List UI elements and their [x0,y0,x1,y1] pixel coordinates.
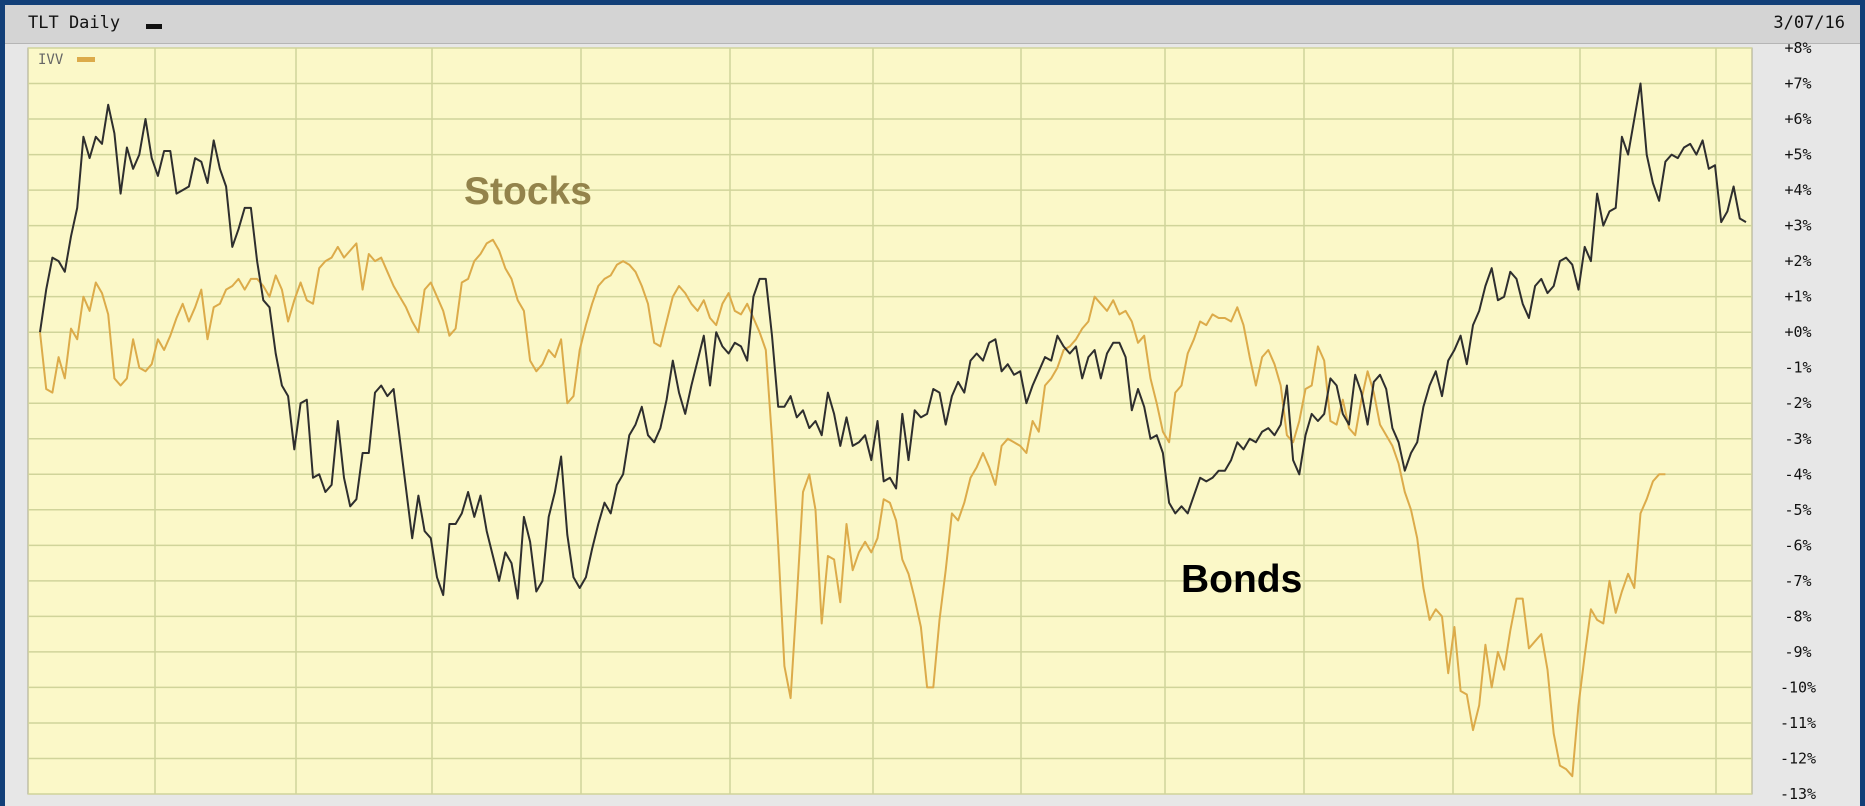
y-tick-label: +6% [1784,110,1811,128]
y-tick-label: -8% [1784,607,1811,625]
ivv-legend-swatch [77,57,95,62]
tlt-legend-swatch [146,24,162,29]
series-layer [39,82,1747,778]
y-tick-label: -11% [1780,714,1816,732]
legend: IVV [38,52,95,68]
legend-entry-ivv: IVV [38,52,64,68]
ticker-label: TLT Daily [28,13,121,33]
y-tick-label: -1% [1784,359,1811,377]
y-tick-label: +3% [1784,217,1811,235]
y-tick-label: -9% [1784,643,1811,661]
y-tick-label: +1% [1784,288,1811,306]
y-tick-label: -5% [1784,501,1811,519]
date-label: 3/07/16 [1773,13,1845,33]
stocks-annotation: Stocks [464,170,592,213]
y-tick-label: +2% [1784,252,1811,270]
plot-area [27,47,1753,795]
tlt-series-line [39,82,1747,600]
ivv-series-line [39,238,1666,778]
grid-lines [28,47,1752,795]
y-axis: +8% +7% +6% +5% +4% +3% +2% +1% +0% -1% -2% -3% -4% -… [1780,39,1816,803]
y-tick-label: +7% [1784,75,1811,93]
y-tick-label: -3% [1784,430,1811,448]
chart-header: TLT Daily 3/07/16 [5,5,1860,44]
y-tick-label: +5% [1784,146,1811,164]
y-tick-label: +0% [1784,323,1811,341]
y-tick-label: +8% [1784,39,1811,57]
y-tick-label: -2% [1784,394,1811,412]
y-tick-label: -4% [1784,465,1811,483]
y-tick-label: +4% [1784,181,1811,199]
y-tick-label: -7% [1784,572,1811,590]
y-tick-label: -12% [1780,749,1816,767]
y-tick-label: -6% [1784,536,1811,554]
bonds-annotation: Bonds [1181,558,1302,601]
y-tick-label: -13% [1780,785,1816,803]
y-tick-label: -10% [1780,678,1816,696]
